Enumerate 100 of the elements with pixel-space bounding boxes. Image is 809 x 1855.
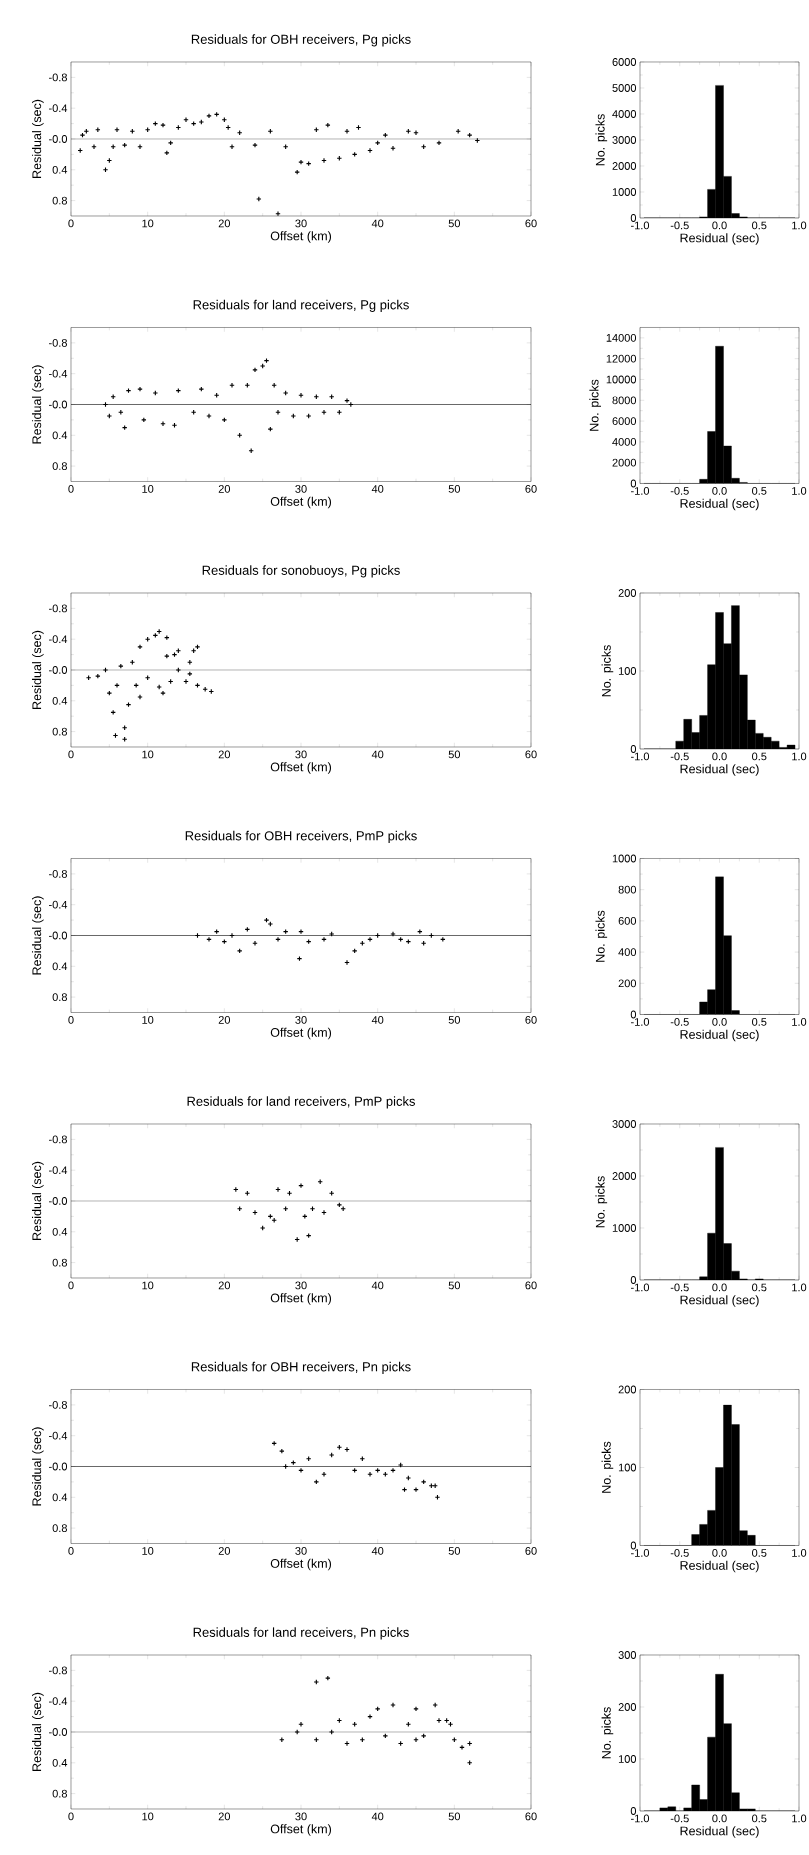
y-axis-title: No. picks [589, 379, 602, 431]
x-tick-label: 0.0 [712, 221, 727, 230]
x-tick-label: -1.0 [631, 221, 650, 230]
x-tick-label: -0.5 [670, 1549, 689, 1557]
x-axis-title: Offset (km) [270, 1824, 332, 1836]
x-tick-label: 10 [142, 1812, 154, 1821]
y-tick-label: -0.4 [49, 900, 68, 909]
x-tick-label: 10 [142, 1547, 154, 1555]
x-tick-label: 50 [448, 485, 461, 493]
y-tick-label: -0.4 [49, 369, 68, 378]
y-tick-label: 1000 [612, 188, 637, 196]
x-tick-label: 50 [448, 1281, 461, 1290]
y-tick-label: 0.4 [52, 1493, 68, 1502]
x-tick-label: 1.0 [792, 1283, 807, 1292]
y-tick-label: 100 [618, 1755, 637, 1763]
x-tick-label: -0.5 [670, 1283, 689, 1292]
x-axis-title: Residual (sec) [680, 1560, 759, 1573]
x-tick-label: 40 [371, 485, 384, 493]
y-tick-label: 0 [630, 745, 637, 753]
x-tick-label: 0.5 [752, 1814, 767, 1823]
y-axis-title: Residual (sec) [31, 1427, 44, 1506]
chart-title: Residuals for OBH receivers, Pn picks [191, 1361, 411, 1374]
y-tick-label: 200 [618, 589, 637, 597]
x-tick-label: 60 [525, 1281, 537, 1290]
x-tick-label: 40 [371, 1281, 384, 1290]
x-tick-label: 1.0 [792, 221, 807, 230]
y-tick-label: 3000 [612, 1120, 637, 1128]
y-axis-title: No. picks [595, 114, 608, 166]
x-tick-label: 1.0 [792, 487, 807, 495]
y-tick-label: 4000 [612, 438, 637, 446]
x-tick-label: 50 [448, 1016, 461, 1024]
y-tick-label: -0.8 [49, 1401, 67, 1409]
x-tick-label: 0 [68, 1812, 74, 1821]
x-tick-label: 0.5 [752, 1549, 767, 1557]
y-axis-title: Residual (sec) [31, 365, 44, 444]
x-axis-title: Offset (km) [270, 1027, 332, 1040]
x-tick-label: 0 [68, 219, 74, 228]
x-tick-label: -0.5 [670, 487, 689, 495]
x-tick-label: 50 [448, 1547, 461, 1555]
x-tick-label: 50 [448, 219, 461, 228]
x-tick-label: -1.0 [631, 1549, 650, 1557]
y-tick-label: -0.8 [49, 870, 67, 878]
y-tick-label: 0.8 [52, 993, 67, 1001]
y-tick-label: 0.4 [52, 696, 68, 705]
y-tick-label: 12000 [606, 354, 637, 363]
x-axis-title: Offset (km) [270, 496, 332, 509]
x-tick-label: 30 [295, 750, 307, 759]
y-tick-label: 0 [630, 1807, 637, 1815]
x-tick-label: 0.0 [712, 1283, 727, 1292]
y-axis-title: No. picks [595, 910, 608, 962]
x-tick-label: 0 [68, 750, 74, 759]
y-tick-label: 4000 [612, 110, 637, 118]
x-tick-label: 40 [371, 1547, 384, 1555]
y-tick-label: 0 [630, 214, 637, 222]
x-tick-label: 20 [218, 219, 231, 228]
y-tick-label: 0.8 [52, 1789, 67, 1798]
y-tick-label: 2000 [612, 162, 637, 170]
y-tick-label: 300 [618, 1651, 637, 1659]
x-tick-label: 0.5 [752, 1283, 767, 1292]
y-tick-label: 5000 [612, 84, 637, 92]
x-tick-label: 10 [142, 485, 154, 493]
x-tick-label: -0.5 [670, 1814, 689, 1823]
y-tick-label: 3000 [612, 136, 637, 144]
x-tick-label: 0 [68, 485, 74, 493]
x-tick-label: 30 [295, 1547, 307, 1555]
y-tick-label: -0.4 [49, 1166, 68, 1175]
y-tick-label: 0.8 [52, 462, 67, 470]
y-tick-label: 200 [618, 1703, 637, 1711]
x-tick-label: 0.0 [712, 1549, 727, 1557]
y-tick-label: -0.0 [49, 1728, 68, 1736]
y-tick-label: 0.8 [52, 727, 67, 736]
y-tick-label: 800 [618, 885, 637, 894]
x-tick-label: 0.5 [752, 752, 767, 761]
x-tick-label: -1.0 [631, 1018, 650, 1026]
chart-title: Residuals for land receivers, PmP picks [187, 1096, 416, 1109]
x-tick-label: 20 [218, 1812, 231, 1821]
x-tick-label: 0.0 [712, 752, 727, 761]
chart-title: Residuals for land receivers, Pn picks [193, 1627, 409, 1640]
x-tick-label: 60 [525, 1812, 537, 1821]
x-axis-title: Residual (sec) [680, 1295, 759, 1307]
y-axis-title: No. picks [601, 645, 614, 697]
x-tick-label: 0.0 [712, 487, 727, 495]
x-tick-label: 0.5 [752, 221, 767, 230]
y-tick-label: -0.4 [49, 635, 68, 644]
x-tick-label: 1.0 [792, 752, 807, 761]
y-axis-title: Residual (sec) [31, 1161, 44, 1240]
y-tick-label: 0.4 [52, 431, 68, 440]
chart-title: Residuals for sonobuoys, Pg picks [202, 565, 400, 578]
x-tick-label: 30 [295, 485, 307, 493]
y-axis-title: No. picks [601, 1441, 614, 1493]
y-tick-label: 0 [630, 1276, 637, 1284]
y-tick-label: 14000 [606, 334, 637, 342]
x-tick-label: 40 [371, 1016, 384, 1024]
x-tick-label: 20 [218, 1281, 231, 1290]
y-tick-label: -0.0 [49, 666, 68, 674]
y-axis-title: No. picks [595, 1176, 608, 1228]
x-tick-label: 10 [142, 219, 154, 228]
x-tick-label: -1.0 [631, 752, 650, 761]
y-tick-label: 0.8 [52, 196, 67, 205]
x-tick-label: 50 [448, 1812, 461, 1821]
